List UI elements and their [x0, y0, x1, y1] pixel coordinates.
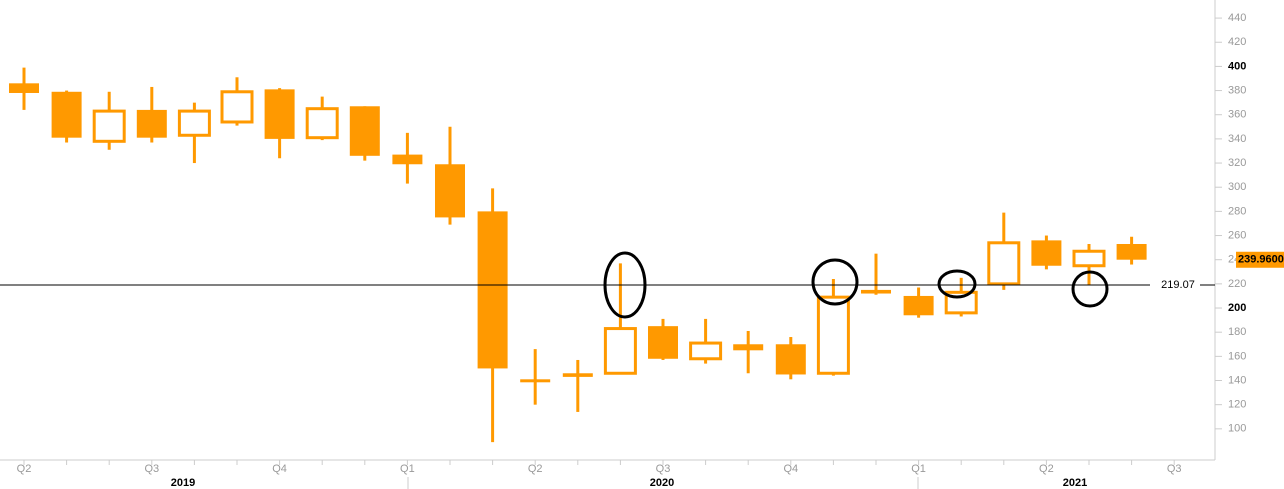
year-label: 2021	[1063, 477, 1087, 489]
candle-body	[136, 109, 167, 138]
y-tick-label: 200	[1228, 302, 1246, 314]
candle-body	[1072, 249, 1106, 268]
candle-body	[689, 341, 723, 361]
x-tick-label: Q3	[144, 463, 159, 475]
candle-body	[1116, 243, 1147, 260]
x-tick-label: Q4	[272, 463, 287, 475]
x-tick-label: Q1	[911, 463, 926, 475]
candle-body	[861, 289, 891, 294]
candle-body	[648, 326, 678, 359]
y-tick-label: 120	[1228, 399, 1246, 411]
y-tick-label: 400	[1228, 60, 1246, 72]
last-price-label: 239.9600	[1238, 254, 1284, 266]
year-label: 2019	[171, 477, 195, 489]
year-label: 2020	[650, 477, 674, 489]
y-tick-label: 420	[1228, 36, 1246, 48]
candle-body	[903, 295, 934, 316]
y-tick-label: 300	[1228, 181, 1246, 193]
candle-body	[392, 154, 423, 165]
candle-body	[349, 106, 380, 156]
y-tick-label: 320	[1228, 157, 1246, 169]
candle-body	[177, 109, 211, 137]
y-tick-label: 140	[1228, 374, 1246, 386]
x-tick-label: Q2	[1039, 463, 1054, 475]
annotations	[603, 251, 1109, 319]
x-tick-label: Q3	[1167, 463, 1182, 475]
annotation-circle	[811, 258, 859, 306]
x-tick-label: Q2	[17, 463, 32, 475]
y-tick-label: 280	[1228, 205, 1246, 217]
candle-body	[733, 344, 764, 351]
y-tick-label: 160	[1228, 350, 1246, 362]
x-tick-label: Q2	[528, 463, 543, 475]
candle-body	[305, 107, 339, 140]
x-tick-label: Q4	[783, 463, 798, 475]
y-tick-label: 360	[1228, 109, 1246, 121]
y-tick-label: 100	[1228, 423, 1246, 435]
y-tick-label: 340	[1228, 133, 1246, 145]
candle-body	[1031, 240, 1062, 266]
x-tick-label: Q3	[656, 463, 671, 475]
candle-body	[220, 90, 254, 124]
candle-body	[477, 211, 508, 369]
candle-body	[51, 91, 82, 138]
candle-body	[9, 83, 39, 93]
y-tick-label: 440	[1228, 12, 1246, 24]
y-tick-label: 220	[1228, 278, 1246, 290]
candle-body	[264, 89, 295, 139]
candle-body	[987, 241, 1021, 286]
x-tick-label: Q1	[400, 463, 415, 475]
candle-body	[775, 344, 806, 375]
candle-body	[562, 373, 593, 377]
annotation-circle	[1071, 270, 1109, 308]
candle-body	[603, 327, 637, 375]
candle-body	[92, 109, 126, 143]
reference-label: 219.07	[1161, 279, 1195, 291]
candle-body	[520, 379, 551, 383]
y-tick-label: 260	[1228, 229, 1246, 241]
y-tick-label: 180	[1228, 326, 1246, 338]
candle-body	[816, 295, 850, 375]
last-price-box	[1236, 251, 1284, 268]
candle-body	[435, 164, 465, 218]
annotation-circle	[603, 251, 647, 319]
annotation-circle	[937, 269, 977, 299]
y-tick-label: 380	[1228, 84, 1246, 96]
